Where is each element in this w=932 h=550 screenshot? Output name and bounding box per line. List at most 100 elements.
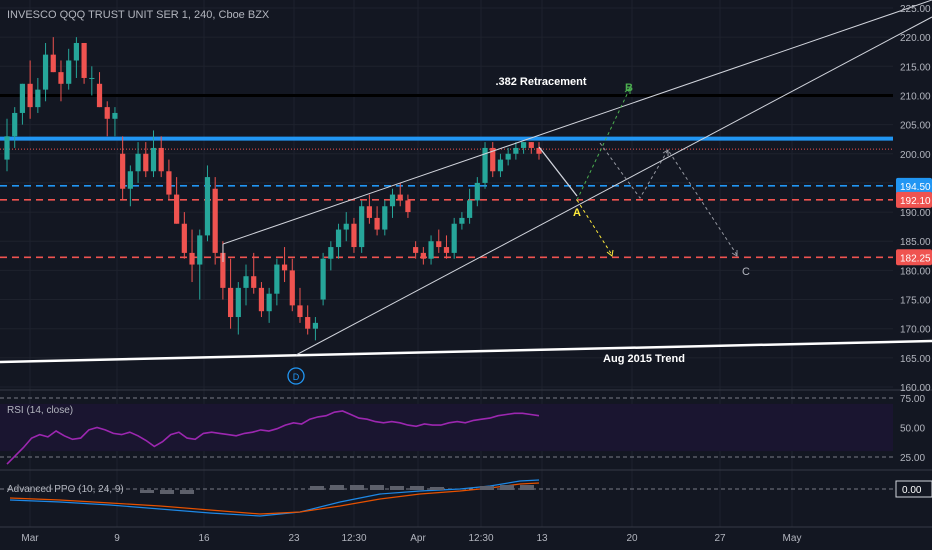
- candle-body[interactable]: [443, 247, 450, 253]
- candle-body[interactable]: [335, 229, 342, 248]
- candle-body[interactable]: [166, 171, 172, 195]
- price-tick-label: 165.00: [900, 354, 931, 365]
- time-tick-label: Apr: [410, 533, 426, 544]
- candle-body[interactable]: [305, 317, 311, 329]
- candle-body[interactable]: [81, 42, 87, 78]
- candle-body[interactable]: [505, 153, 511, 160]
- candle-body[interactable]: [497, 159, 504, 172]
- price-tick-label: 185.00: [900, 237, 931, 248]
- price-tick-label: 160.00: [900, 383, 931, 394]
- candle-body[interactable]: [35, 89, 41, 108]
- candle-body[interactable]: [382, 206, 388, 230]
- candle-body[interactable]: [220, 252, 226, 288]
- candle-body[interactable]: [459, 217, 465, 224]
- candle-body[interactable]: [150, 147, 157, 172]
- candle-body[interactable]: [243, 276, 249, 288]
- candle-body[interactable]: [297, 305, 303, 318]
- channel-lower-line[interactable]: [295, 16, 932, 356]
- wave-label-c[interactable]: C: [742, 266, 750, 278]
- candle-body[interactable]: [266, 293, 272, 312]
- candle-body[interactable]: [212, 188, 218, 253]
- candle-body[interactable]: [96, 83, 103, 108]
- candle-body[interactable]: [189, 252, 195, 265]
- candle-body[interactable]: [343, 223, 349, 230]
- candle-body[interactable]: [258, 287, 265, 312]
- candle-body[interactable]: [27, 83, 33, 108]
- candle-body[interactable]: [436, 241, 442, 248]
- ppo-tick-label: 0.00: [902, 485, 922, 496]
- candle-body[interactable]: [73, 42, 79, 61]
- candle-body[interactable]: [204, 177, 211, 236]
- candle-body[interactable]: [405, 200, 411, 213]
- arrowhead: [606, 249, 614, 257]
- ppo-histogram-bar: [180, 490, 194, 494]
- candle-body[interactable]: [312, 322, 319, 329]
- candle-body[interactable]: [42, 54, 49, 90]
- candle-body[interactable]: [120, 153, 126, 189]
- channel-upper-line[interactable]: [222, 0, 932, 245]
- candle-body[interactable]: [143, 153, 149, 172]
- candle-body[interactable]: [58, 72, 64, 84]
- candle-body[interactable]: [135, 153, 141, 172]
- candle-body[interactable]: [413, 247, 419, 253]
- candle-body[interactable]: [420, 252, 426, 259]
- candle-body[interactable]: [227, 287, 234, 318]
- candle-body[interactable]: [513, 147, 519, 154]
- candle-body[interactable]: [50, 54, 56, 73]
- path-to-a[interactable]: [538, 146, 578, 197]
- candle-body[interactable]: [520, 142, 527, 148]
- wave-label-a[interactable]: A: [573, 207, 581, 219]
- candle-body[interactable]: [528, 142, 534, 148]
- candle-body[interactable]: [351, 223, 357, 248]
- time-tick-label: 9: [114, 533, 120, 544]
- candle-body[interactable]: [181, 223, 187, 253]
- drawings[interactable]: A B C D: [0, 0, 932, 385]
- candle-body[interactable]: [281, 264, 288, 271]
- candle-body[interactable]: [104, 107, 110, 119]
- symbol-title[interactable]: INVESCO QQQ TRUST UNIT SER 1, 240, Cboe …: [7, 9, 270, 21]
- candle-body[interactable]: [127, 171, 133, 189]
- arrowhead: [662, 149, 669, 156]
- candle-body[interactable]: [66, 60, 72, 84]
- candle-body[interactable]: [490, 147, 496, 172]
- candle-body[interactable]: [397, 194, 403, 201]
- candle-body[interactable]: [328, 247, 334, 259]
- candle-body[interactable]: [235, 287, 241, 318]
- candle-body[interactable]: [482, 147, 488, 183]
- candle-body[interactable]: [12, 112, 18, 137]
- candle-body[interactable]: [366, 206, 372, 218]
- candle-body[interactable]: [89, 77, 95, 79]
- price-tag-label: 192.10: [900, 196, 931, 207]
- candle-body[interactable]: [374, 217, 380, 230]
- candle-body[interactable]: [112, 112, 118, 119]
- rsi-pane[interactable]: [0, 397, 893, 465]
- candle-body[interactable]: [197, 235, 203, 265]
- price-tag: [896, 249, 932, 266]
- candle-body[interactable]: [158, 147, 164, 172]
- candle-body[interactable]: [251, 276, 257, 288]
- candle-body[interactable]: [536, 147, 542, 154]
- candle-body[interactable]: [451, 223, 457, 253]
- candle-body[interactable]: [4, 136, 10, 160]
- wave-label-d[interactable]: D: [293, 372, 300, 382]
- candle-body[interactable]: [320, 258, 326, 300]
- time-tick-label: 20: [626, 533, 638, 544]
- candle-body[interactable]: [467, 200, 473, 218]
- candle-body[interactable]: [359, 206, 365, 248]
- wave-label-b[interactable]: B: [625, 82, 633, 94]
- candle-body[interactable]: [19, 83, 26, 113]
- ppo-pane[interactable]: [0, 479, 893, 517]
- candle-body[interactable]: [474, 182, 480, 201]
- trend-line-aug-2015[interactable]: [0, 339, 932, 364]
- candle-body[interactable]: [289, 270, 295, 306]
- retracement-label: .382 Retracement: [495, 76, 586, 88]
- candlestick-series[interactable]: [4, 37, 542, 341]
- candle-body[interactable]: [428, 241, 434, 259]
- candle-body[interactable]: [389, 194, 396, 207]
- rsi-line[interactable]: [6, 410, 540, 465]
- candle-body[interactable]: [174, 194, 180, 224]
- price-axis[interactable]: 160.00165.00170.00175.00180.00185.00190.…: [21, 4, 932, 544]
- wave-marker-d-circle[interactable]: [287, 367, 305, 385]
- candle-body[interactable]: [274, 264, 280, 294]
